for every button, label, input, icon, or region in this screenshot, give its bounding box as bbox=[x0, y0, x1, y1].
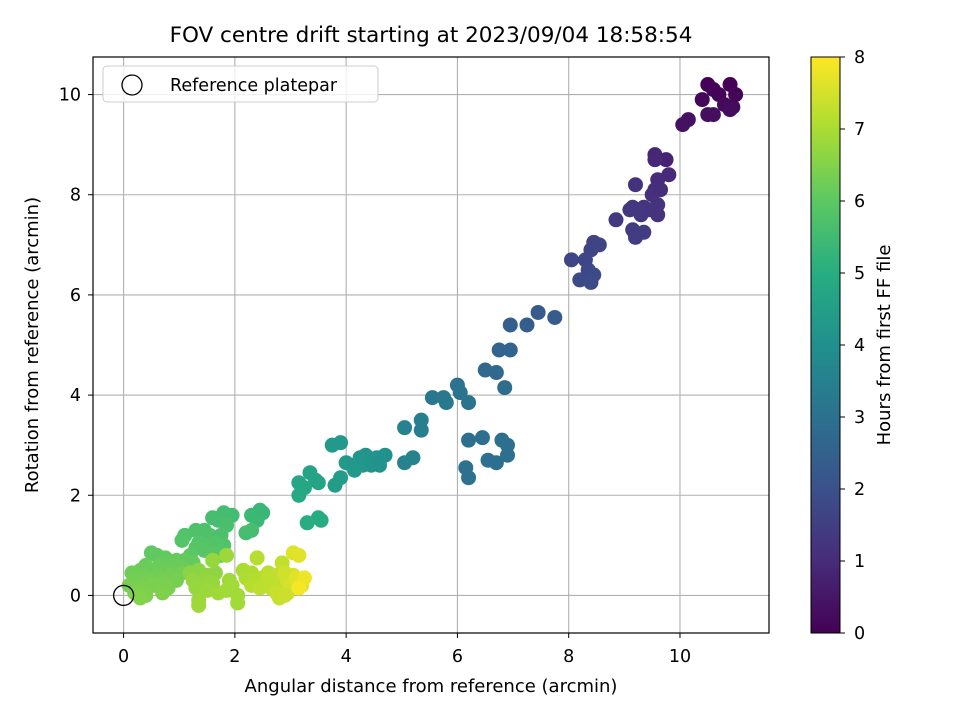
y-tick-label: 0 bbox=[70, 586, 81, 606]
data-point bbox=[249, 550, 265, 566]
data-point bbox=[230, 595, 246, 611]
data-point bbox=[327, 477, 343, 493]
y-tick-label: 10 bbox=[59, 86, 81, 106]
data-point bbox=[205, 552, 221, 568]
y-tick-label: 6 bbox=[70, 286, 81, 306]
data-point bbox=[647, 152, 663, 168]
legend: Reference platepar bbox=[102, 65, 379, 103]
data-point bbox=[502, 342, 518, 358]
x-tick-label: 0 bbox=[118, 647, 129, 667]
colorbar-tick-label: 2 bbox=[854, 480, 865, 500]
y-tick-label: 2 bbox=[70, 486, 81, 506]
data-point bbox=[291, 487, 307, 503]
data-point bbox=[563, 252, 579, 268]
data-point bbox=[291, 547, 307, 563]
data-point bbox=[627, 177, 643, 193]
chart-title: FOV centre drift starting at 2023/09/04 … bbox=[170, 23, 693, 48]
data-point bbox=[260, 570, 276, 586]
x-tick-label: 4 bbox=[341, 647, 352, 667]
data-point bbox=[547, 309, 563, 325]
y-ticks: 0 2 4 6 8 10 bbox=[59, 86, 93, 606]
data-point bbox=[346, 462, 362, 478]
data-point bbox=[625, 199, 641, 215]
data-point bbox=[397, 420, 413, 436]
colorbar-ticks: 0 1 2 3 4 5 6 7 8 bbox=[840, 48, 865, 644]
data-points bbox=[121, 77, 744, 613]
data-point bbox=[413, 422, 429, 438]
data-point bbox=[502, 317, 518, 333]
colorbar-tick-label: 6 bbox=[854, 192, 865, 212]
data-point bbox=[252, 580, 268, 596]
data-point bbox=[627, 229, 643, 245]
data-point bbox=[174, 532, 190, 548]
x-tick-label: 10 bbox=[669, 647, 691, 667]
data-point bbox=[438, 395, 454, 411]
colorbar-gradient bbox=[810, 56, 841, 634]
data-point bbox=[405, 450, 421, 466]
plot-frame bbox=[92, 56, 770, 634]
data-point bbox=[728, 87, 744, 103]
legend-open-circle-icon bbox=[121, 74, 143, 96]
data-point bbox=[461, 432, 477, 448]
y-tick-label: 8 bbox=[70, 186, 81, 206]
colorbar-tick-label: 0 bbox=[854, 624, 865, 644]
data-point bbox=[277, 587, 293, 603]
x-tick-label: 8 bbox=[563, 647, 574, 667]
colorbar-label: Hours from first FF file bbox=[874, 245, 895, 446]
x-ticks: 0 2 4 6 8 10 bbox=[118, 633, 691, 667]
data-point bbox=[452, 385, 468, 401]
data-point bbox=[461, 470, 477, 486]
colorbar-tick-label: 8 bbox=[854, 48, 865, 68]
data-point bbox=[219, 547, 235, 563]
legend-entry-label: Reference platepar bbox=[170, 76, 338, 96]
data-point bbox=[310, 475, 326, 491]
colorbar-tick-label: 4 bbox=[854, 336, 865, 356]
data-point bbox=[653, 182, 669, 198]
data-point bbox=[424, 390, 440, 406]
data-point bbox=[497, 380, 513, 396]
legend-box bbox=[102, 65, 379, 103]
data-point bbox=[705, 107, 721, 123]
data-point bbox=[372, 457, 388, 473]
data-point bbox=[491, 342, 507, 358]
colorbar-tick-label: 1 bbox=[854, 552, 865, 572]
y-tick-label: 4 bbox=[70, 386, 81, 406]
data-point bbox=[488, 365, 504, 381]
x-axis-label: Angular distance from reference (arcmin) bbox=[245, 676, 618, 697]
data-point bbox=[191, 597, 207, 613]
data-point bbox=[291, 580, 307, 596]
y-axis-label: Rotation from reference (arcmin) bbox=[22, 197, 43, 493]
data-point bbox=[461, 395, 477, 411]
data-point bbox=[519, 317, 535, 333]
data-point bbox=[132, 590, 148, 606]
x-tick-label: 2 bbox=[229, 647, 240, 667]
data-point bbox=[238, 525, 254, 541]
data-point bbox=[155, 585, 171, 601]
colorbar-tick-label: 5 bbox=[854, 264, 865, 284]
colorbar-tick-label: 3 bbox=[854, 408, 865, 428]
reference-point-marker bbox=[112, 584, 135, 607]
data-point bbox=[680, 112, 696, 128]
data-point bbox=[694, 92, 710, 108]
data-point bbox=[488, 455, 504, 471]
colorbar: 0 1 2 3 4 5 6 7 8 Hours from first FF file bbox=[810, 48, 895, 644]
data-point bbox=[313, 512, 329, 528]
data-point bbox=[333, 435, 349, 451]
data-point bbox=[530, 304, 546, 320]
colorbar-tick-label: 7 bbox=[854, 120, 865, 140]
data-point bbox=[583, 274, 599, 290]
data-point bbox=[722, 102, 738, 118]
data-point bbox=[299, 515, 315, 531]
x-tick-label: 6 bbox=[452, 647, 463, 667]
data-point bbox=[474, 430, 490, 446]
data-point bbox=[650, 207, 666, 223]
data-point bbox=[608, 212, 624, 228]
data-point bbox=[500, 447, 516, 463]
